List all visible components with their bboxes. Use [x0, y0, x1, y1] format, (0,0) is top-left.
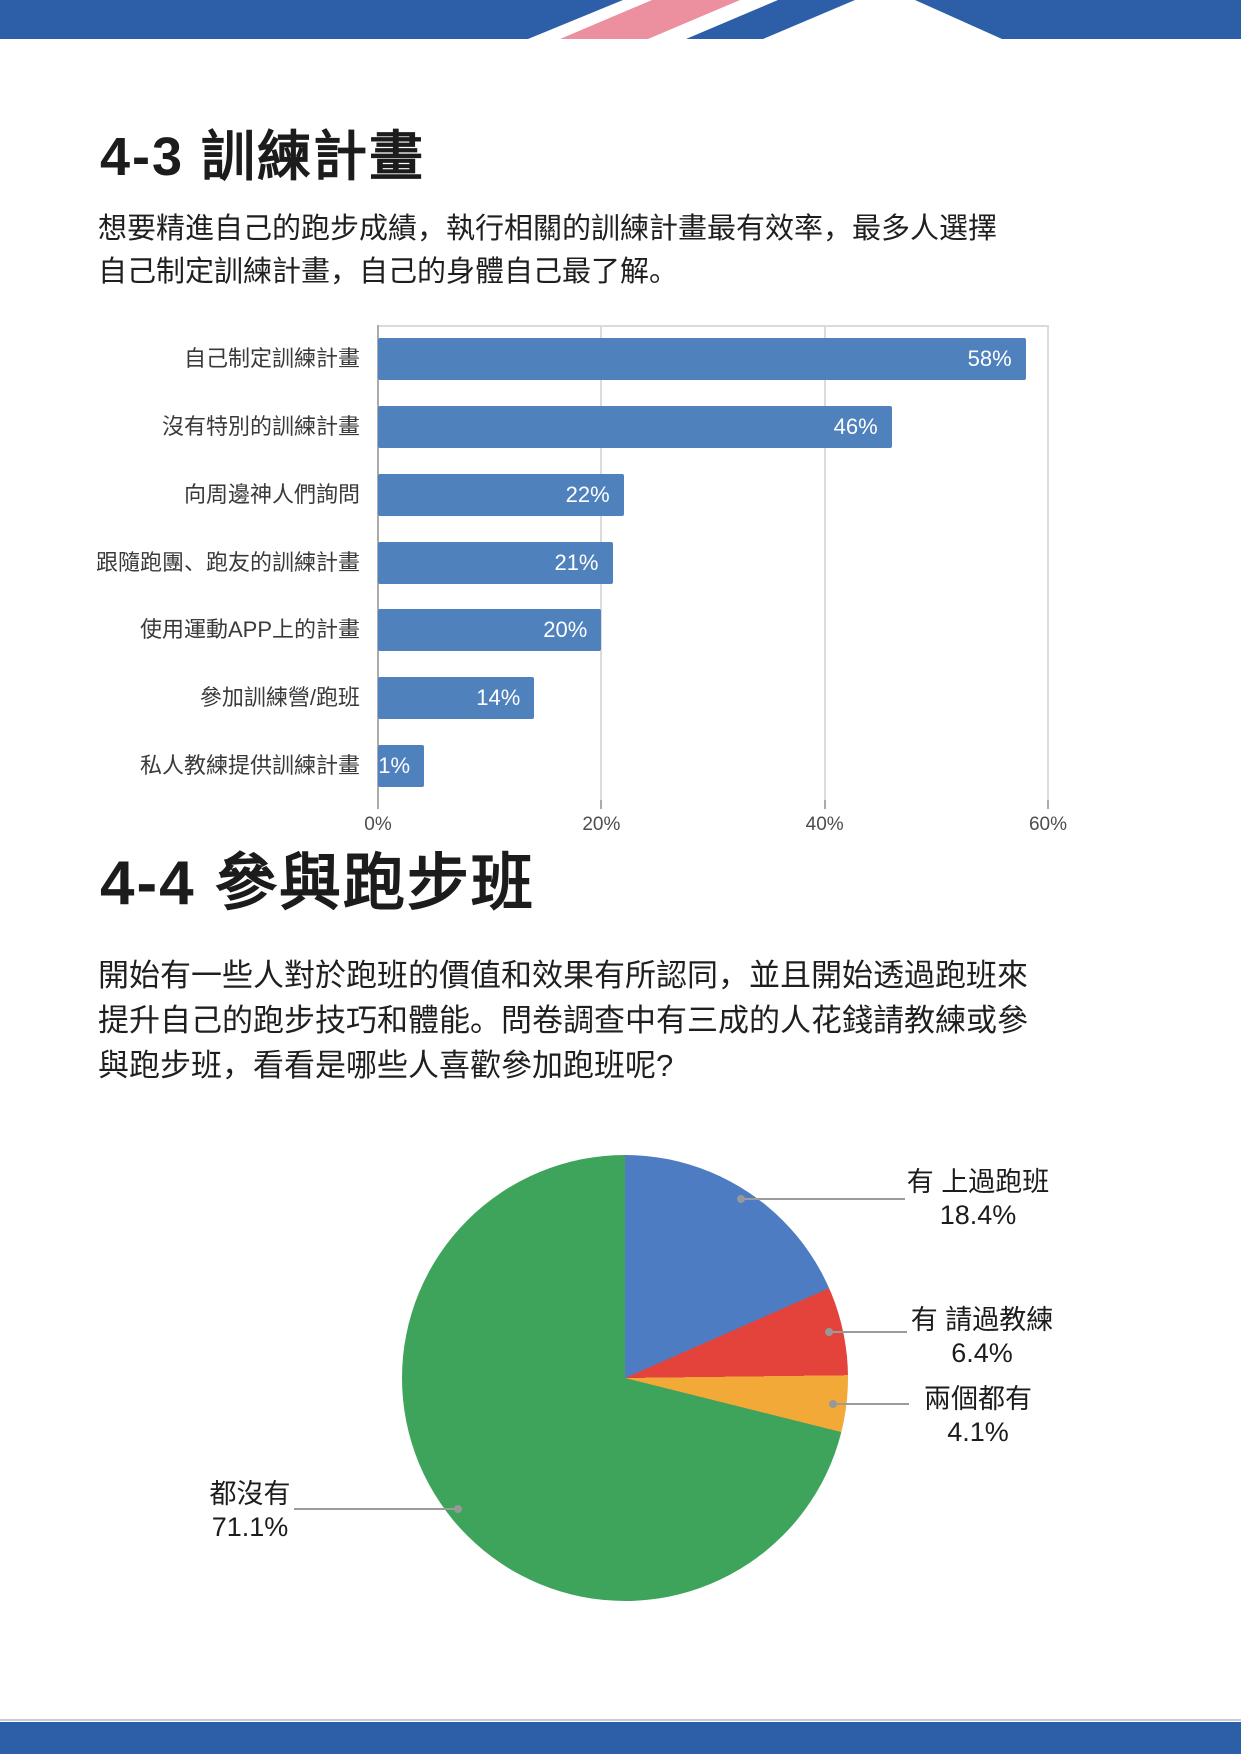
- paragraph-line: 與跑步班，看看是哪些人喜歡參加跑班呢?: [98, 1048, 674, 1083]
- bar-value-label: 20%: [543, 617, 588, 643]
- pie-leader-dot: [829, 1400, 837, 1408]
- footer-divider: [0, 1719, 1241, 1721]
- pie-slice-percent: 4.1%: [947, 1417, 1009, 1447]
- bar-value-label: 22%: [565, 481, 610, 507]
- pie-slice-label: 有 請過教練 6.4%: [911, 1304, 1054, 1370]
- paragraph-line: 想要精進自己的跑步成績，執行相關的訓練計畫最有效率，最多人選擇: [98, 213, 998, 245]
- section-4-4-heading: 4-4 參與跑步班: [100, 849, 535, 918]
- bar: [378, 745, 424, 788]
- bar-value-label: 1%: [378, 753, 410, 779]
- bar-value-label: 58%: [967, 345, 1012, 371]
- x-tick-label: 0%: [364, 814, 392, 835]
- x-tick-mark: [1047, 800, 1049, 809]
- bar: [378, 677, 535, 720]
- paragraph-line: 自己制定訓練計畫，自己的身體自己最了解。: [98, 256, 679, 288]
- pie-leader-dot: [454, 1505, 462, 1513]
- bar: [378, 541, 613, 584]
- pie-leader-dot: [737, 1195, 745, 1203]
- x-gridline: [1047, 325, 1049, 800]
- pie-slice-label: 有 上過跑班 18.4%: [907, 1166, 1050, 1232]
- x-tick-mark: [823, 800, 826, 809]
- paragraph-line: 提升自己的跑步技巧和體能。問卷調查中有三成的人花錢請教練或參: [98, 1003, 1028, 1038]
- pie-slice-percent: 18.4%: [939, 1200, 1017, 1230]
- paragraph-line: 開始有一些人對於跑班的價值和效果有所認同，並且開始透過跑班來: [98, 958, 1028, 993]
- pie-leader-dot: [825, 1328, 833, 1336]
- section-4-3-heading: 4-3 訓練計畫: [100, 127, 426, 187]
- bar-category-label: 私人教練提供訓練計畫: [139, 753, 360, 779]
- x-tick-label: 60%: [1028, 814, 1068, 835]
- pie-slice-label: 都沒有 71.1%: [210, 1478, 291, 1544]
- bar-value-label: 21%: [554, 549, 599, 575]
- pie-slice-percent: 6.4%: [951, 1338, 1013, 1368]
- bar: [378, 609, 602, 652]
- pie-slice-name: 有 請過教練: [910, 1305, 1054, 1335]
- pie-leader-line: [294, 1508, 458, 1510]
- pie-slice-name: 有 上過跑班: [906, 1167, 1050, 1197]
- header-banner: [0, 0, 1241, 39]
- pie-slice-name: 兩個都有: [924, 1384, 1032, 1414]
- pie-leader-line: [833, 1403, 909, 1405]
- bar-category-label: 參加訓練營/跑班: [199, 685, 360, 711]
- pie-slice-name: 都沒有: [209, 1479, 291, 1509]
- bar-category-label: 使用運動APP上的計畫: [139, 617, 360, 643]
- bar-category-label: 沒有特別的訓練計畫: [161, 413, 360, 439]
- bar: [378, 473, 624, 516]
- bar-value-label: 46%: [833, 413, 878, 439]
- bar-category-label: 向周邊神人們詢問: [183, 481, 360, 507]
- bar-value-label: 14%: [476, 685, 521, 711]
- x-tick-mark: [600, 800, 603, 809]
- section-4-4-paragraph: 開始有一些人對於跑班的價值和效果有所認同，並且開始透過跑班來 提升自己的跑步技巧…: [98, 953, 1028, 1088]
- pie-slice-percent: 71.1%: [211, 1512, 289, 1542]
- footer-bar: [0, 1722, 1241, 1754]
- bar: [378, 405, 892, 448]
- plot-top-border: [378, 325, 1048, 327]
- bar-category-label: 跟隨跑團、跑友的訓練計畫: [95, 549, 360, 575]
- bar: [378, 337, 1026, 380]
- x-tick-mark: [377, 800, 379, 809]
- pie-leader-line: [741, 1198, 905, 1200]
- banner-left-blue-band: [0, 0, 623, 39]
- bar-category-label: 自己制定訓練計畫: [183, 345, 360, 371]
- section-4-3-paragraph: 想要精進自己的跑步成績，執行相關的訓練計畫最有效率，最多人選擇 自己制定訓練計畫…: [98, 208, 997, 294]
- pie-leader-line: [829, 1331, 907, 1333]
- x-gridline: [823, 325, 826, 800]
- x-tick-label: 20%: [582, 814, 621, 835]
- pie-slice-label: 兩個都有 4.1%: [924, 1383, 1032, 1449]
- x-tick-label: 40%: [805, 814, 844, 835]
- pie: [402, 1155, 848, 1601]
